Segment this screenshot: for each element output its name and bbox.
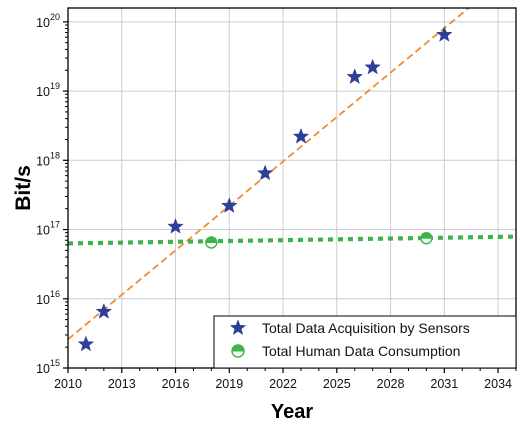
star-marker: [292, 127, 310, 144]
x-tick-label: 2031: [430, 377, 458, 391]
half-circle-marker: [420, 231, 433, 245]
y-tick-label: 1017: [36, 220, 60, 238]
legend-half-circle-icon: [231, 344, 245, 358]
data-markers: [77, 26, 453, 352]
y-tick-label: 1019: [36, 81, 60, 99]
y-tick-label: 1018: [36, 150, 60, 168]
grid-lines: [67, 8, 516, 369]
legend-label-sensors: Total Data Acquisition by Sensors: [262, 320, 470, 336]
sensors-trend-line: [68, 8, 471, 340]
y-tick-label: 1020: [36, 12, 60, 30]
y-tick-label: 1016: [36, 289, 60, 307]
star-marker: [346, 68, 364, 84]
legend: Total Data Acquisition by Sensors Total …: [213, 315, 517, 369]
y-tick-label: 1015: [36, 358, 60, 376]
star-marker: [77, 335, 95, 352]
star-marker: [95, 303, 113, 319]
plot-frame: [67, 7, 517, 369]
legend-box: [213, 315, 517, 369]
x-tick-label: 2028: [377, 377, 405, 391]
x-tick-label: 2022: [269, 377, 297, 391]
star-marker: [364, 58, 381, 75]
legend-label-human: Total Human Data Consumption: [262, 343, 460, 359]
x-axis-ticks: 2010 2013 2016 2019 2022 2025 2028 2031 2034: [54, 368, 517, 391]
x-tick-label: 2016: [162, 377, 190, 391]
human-trend-line: [68, 234, 516, 246]
legend-star-icon: [229, 319, 247, 336]
trend-lines: [68, 8, 516, 340]
star-marker: [436, 26, 453, 42]
legend-icons: [229, 319, 247, 358]
x-tick-label: 2025: [323, 377, 351, 391]
star-marker: [220, 197, 238, 213]
x-tick-label: 2034: [484, 377, 512, 391]
x-tick-label: 2010: [54, 377, 82, 391]
y-axis-title: Bit/s: [12, 165, 35, 211]
star-marker: [167, 217, 184, 234]
x-tick-label: 2019: [215, 377, 243, 391]
star-marker: [256, 164, 274, 181]
half-circle-marker: [205, 236, 218, 249]
x-axis-title: Year: [271, 401, 313, 423]
y-axis-ticks: 1015 1016 1017 1018 1019 1020: [36, 12, 68, 376]
x-tick-label: 2013: [108, 377, 136, 391]
